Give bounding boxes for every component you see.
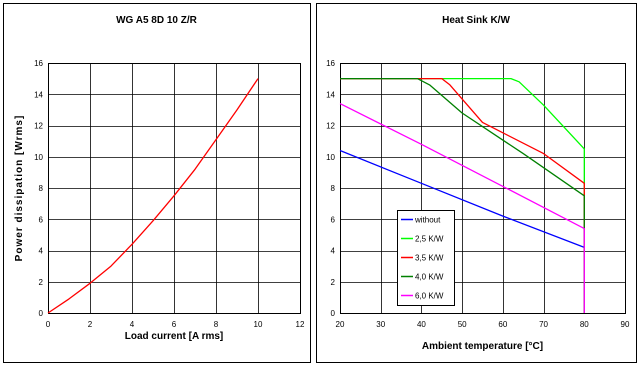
x-tick-label: 90: [621, 320, 630, 329]
series-line-4-0-k-w: [340, 77, 585, 313]
y-tick-label: 6: [39, 215, 44, 224]
y-tick-label: 8: [331, 184, 336, 193]
y-tick-label: 4: [39, 247, 44, 256]
x-tick-label: 4: [130, 320, 135, 329]
x-tick-label: 0: [46, 320, 51, 329]
y-tick-label: 12: [326, 122, 335, 131]
y-tick-label: 14: [326, 90, 335, 99]
x-tick-label: 2: [88, 320, 93, 329]
x-tick-label: 12: [296, 320, 305, 329]
x-tick-label: 20: [336, 320, 345, 329]
series-line-6-0-k-w: [339, 103, 585, 313]
y-tick-label: 16: [34, 59, 43, 68]
legend-entry: 6,0 K/W: [415, 292, 444, 301]
y-tick-label: 4: [331, 247, 336, 256]
series-line-0: [47, 78, 259, 314]
legend-entry: 4,0 K/W: [415, 273, 444, 282]
legend-entry: without: [414, 216, 441, 225]
x-axis-label: Ambient temperature [°C]: [422, 341, 543, 352]
x-tick-label: 6: [172, 320, 177, 329]
chart-panel-heat-sink: Heat Sink K/W 20 30 40 50 60 70 80 90 0 2 4 6 8 10 12 14…: [316, 3, 637, 363]
y-tick-label: 12: [34, 122, 43, 131]
x-tick-label: 10: [254, 320, 263, 329]
y-axis-label: Power dissipation [Wrms]: [14, 115, 25, 262]
x-tick-label: 50: [458, 320, 467, 329]
plot-area: [48, 63, 301, 314]
series-line-3-5-k-w: [340, 77, 585, 313]
y-tick-label: 8: [39, 184, 44, 193]
x-tick-label: 30: [376, 320, 385, 329]
chart-title: WG A5 8D 10 Z/R: [116, 15, 198, 26]
y-tick-label: 10: [34, 153, 43, 162]
plot-area: [340, 63, 626, 314]
y-tick-label: 0: [39, 309, 44, 318]
chart-panel-power-dissipation: WG A5 8D 10 Z/R 0 2 4 6 8 10 12 0 2 4 6 8 10 12 14 16 Loa…: [3, 3, 311, 363]
y-tick-label: 6: [331, 215, 336, 224]
chart-title: Heat Sink K/W: [442, 15, 510, 26]
x-tick-label: 70: [539, 320, 548, 329]
y-tick-label: 2: [39, 278, 44, 287]
y-tick-label: 2: [331, 278, 336, 287]
y-tick-label: 14: [34, 90, 43, 99]
y-tick-label: 16: [326, 59, 335, 68]
y-tick-label: 0: [331, 309, 336, 318]
legend-entry: 3,5 K/W: [415, 254, 444, 263]
x-tick-label: 8: [214, 320, 219, 329]
x-axis-label: Load current [A rms]: [125, 331, 224, 342]
series-line-2-5-k-w: [340, 77, 585, 313]
chart-frame: [316, 3, 637, 363]
x-tick-label: 60: [498, 320, 507, 329]
x-tick-label: 40: [417, 320, 426, 329]
x-tick-label: 80: [580, 320, 589, 329]
y-tick-label: 10: [326, 153, 335, 162]
chart-frame: [3, 3, 311, 363]
legend-entry: 2,5 K/W: [415, 235, 444, 244]
